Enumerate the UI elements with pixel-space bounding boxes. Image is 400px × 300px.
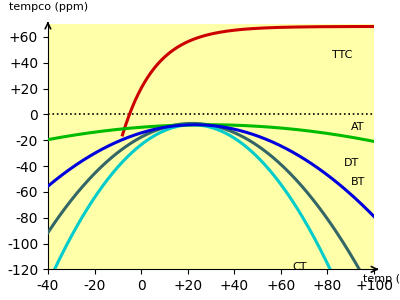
X-axis label: temp (°C): temp (°C) [363, 274, 400, 284]
Text: BT: BT [351, 176, 365, 187]
Y-axis label: tempco (ppm): tempco (ppm) [9, 2, 88, 12]
Text: CT: CT [292, 262, 307, 272]
Text: DT: DT [344, 158, 359, 169]
Text: AT: AT [351, 122, 364, 132]
Text: TTC: TTC [332, 50, 352, 60]
